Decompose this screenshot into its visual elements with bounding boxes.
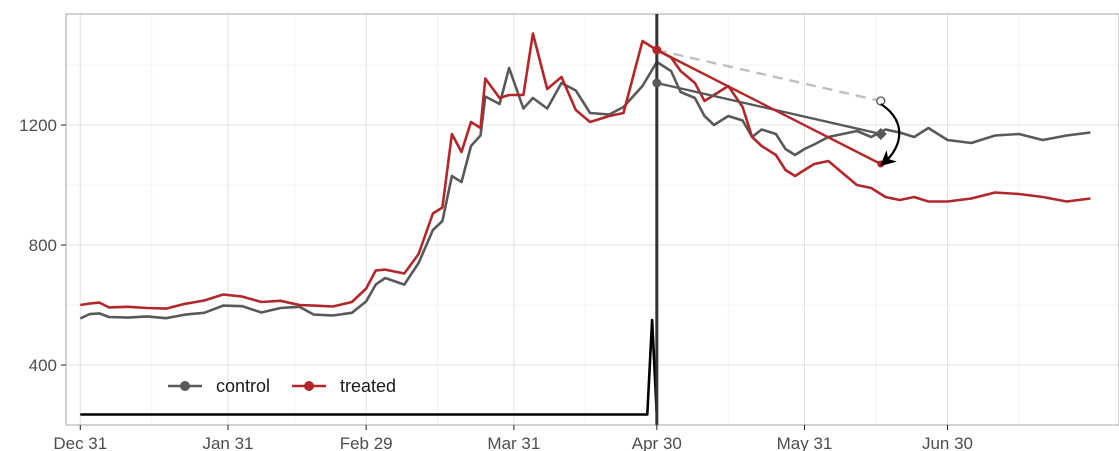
axis-layer: 400 800 1200 Dec 31 Jan 31 Feb 29 Mar 31 Apr 30… <box>19 116 973 451</box>
treated-trend-line <box>656 48 882 166</box>
series-line-treated <box>80 32 1091 310</box>
control-trend-start-point <box>652 78 662 88</box>
series-line-control <box>79 60 1091 320</box>
x-tick-label: Apr 30 <box>632 434 682 451</box>
control-trend-end-point <box>874 128 887 140</box>
x-tick-label: Dec 31 <box>53 434 107 451</box>
series-layer <box>79 32 1091 416</box>
treated-trend-start-point <box>652 45 662 55</box>
x-tick-label: Mar 31 <box>487 434 540 451</box>
x-tick-label: Jan 31 <box>202 434 253 451</box>
legend-key-point-control <box>180 381 190 391</box>
effect-arrow <box>880 103 901 167</box>
bottom-series-line <box>80 318 659 416</box>
legend-label-control: control <box>216 376 270 396</box>
plot-panel-border <box>65 13 1119 426</box>
y-tick-label: 800 <box>29 236 57 255</box>
x-tick-label: Jun 30 <box>922 434 973 451</box>
x-tick-label: Feb 29 <box>340 434 393 451</box>
legend: control treated <box>168 376 396 396</box>
annotation-layer <box>652 14 901 425</box>
legend-label-treated: treated <box>340 376 396 396</box>
y-tick-label: 1200 <box>19 116 57 135</box>
counterfactual-trend-line <box>656 48 882 103</box>
legend-key-point-treated <box>304 381 315 391</box>
treated-trend-end-point <box>877 160 885 168</box>
x-tick-label: May 31 <box>777 434 833 451</box>
counterfactual-trend-end-point <box>876 96 886 106</box>
control-trend-line <box>656 81 882 136</box>
y-tick-label: 400 <box>29 356 57 375</box>
